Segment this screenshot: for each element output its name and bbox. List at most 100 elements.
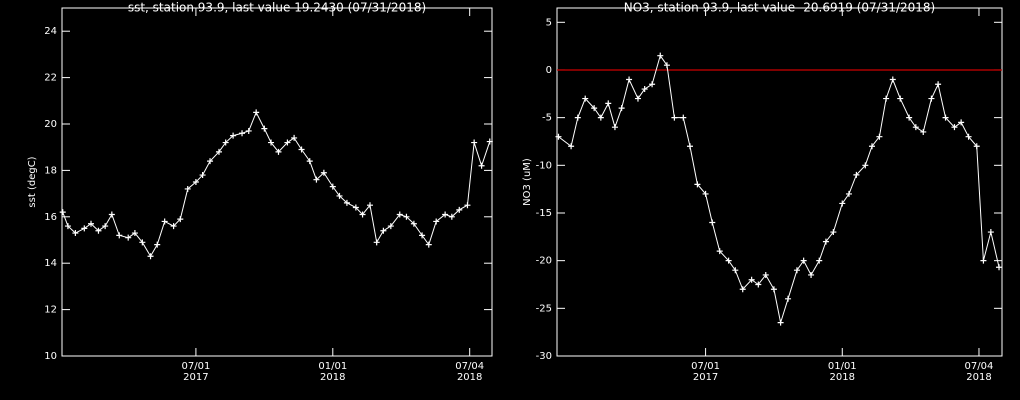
data-point bbox=[313, 176, 320, 183]
data-point bbox=[380, 227, 387, 234]
data-point bbox=[147, 253, 154, 260]
data-point bbox=[396, 211, 403, 218]
data-point bbox=[808, 271, 815, 278]
data-point bbox=[973, 143, 980, 150]
data-point bbox=[253, 109, 260, 116]
data-point bbox=[116, 232, 123, 239]
y-tick-label: 0 bbox=[546, 65, 552, 76]
y-tick-label: -30 bbox=[536, 351, 552, 362]
data-point bbox=[456, 206, 463, 213]
data-point bbox=[320, 169, 327, 176]
data-point bbox=[161, 218, 168, 225]
x-tick-label: 01/01 2018 bbox=[827, 361, 857, 383]
data-point bbox=[72, 230, 79, 237]
data-point bbox=[906, 114, 913, 121]
data-point bbox=[433, 218, 440, 225]
y-tick-label: 20 bbox=[44, 119, 57, 130]
y-tick-label: 16 bbox=[44, 212, 57, 223]
data-point bbox=[965, 133, 972, 140]
data-point bbox=[306, 158, 313, 165]
data-point bbox=[663, 62, 670, 69]
data-point bbox=[471, 139, 478, 146]
data-point bbox=[702, 190, 709, 197]
data-point bbox=[868, 143, 875, 150]
data-point bbox=[777, 319, 784, 326]
data-point bbox=[245, 127, 252, 134]
data-point bbox=[184, 185, 191, 192]
data-point bbox=[680, 114, 687, 121]
data-point bbox=[275, 148, 282, 155]
data-point bbox=[154, 241, 161, 248]
y-tick-label: 18 bbox=[44, 165, 57, 176]
data-point bbox=[839, 200, 846, 207]
y-tick-label: -5 bbox=[542, 113, 552, 124]
data-point bbox=[261, 125, 268, 132]
data-point bbox=[709, 219, 716, 226]
data-point bbox=[716, 248, 723, 255]
data-point bbox=[125, 234, 132, 241]
data-point bbox=[748, 276, 755, 283]
x-tick-label: 07/01 2017 bbox=[181, 361, 211, 383]
y-tick-label: -20 bbox=[536, 256, 552, 267]
data-point bbox=[883, 95, 890, 102]
data-point bbox=[199, 172, 206, 179]
data-point bbox=[980, 257, 987, 264]
y-tick-label: 24 bbox=[44, 26, 57, 37]
y-tick-label: 14 bbox=[44, 258, 57, 269]
data-point bbox=[403, 213, 410, 220]
data-point bbox=[951, 124, 958, 131]
data-point bbox=[822, 238, 829, 245]
plot-frame bbox=[556, 7, 1003, 357]
data-point bbox=[373, 239, 380, 246]
data-point bbox=[671, 114, 678, 121]
data-point bbox=[626, 76, 633, 83]
data-point bbox=[366, 202, 373, 209]
y-tick-label: -25 bbox=[536, 303, 552, 314]
data-point bbox=[732, 267, 739, 274]
data-point bbox=[657, 52, 664, 59]
data-point bbox=[177, 216, 184, 223]
data-point bbox=[329, 183, 336, 190]
data-point bbox=[800, 257, 807, 264]
data-point bbox=[634, 95, 641, 102]
data-point bbox=[694, 181, 701, 188]
data-point bbox=[343, 199, 350, 206]
data-point bbox=[284, 139, 291, 146]
data-point bbox=[605, 100, 612, 107]
data-point bbox=[88, 220, 95, 227]
y-axis-label: NO3 (uM) bbox=[522, 158, 533, 206]
data-point bbox=[192, 179, 199, 185]
data-point bbox=[108, 211, 115, 218]
data-point bbox=[268, 139, 275, 146]
data-point bbox=[830, 229, 837, 236]
data-point bbox=[336, 192, 343, 199]
x-tick-label: 07/04 2018 bbox=[964, 361, 994, 383]
data-point bbox=[876, 133, 883, 140]
data-point bbox=[131, 230, 138, 237]
data-point bbox=[448, 213, 455, 220]
data-point bbox=[419, 232, 426, 239]
data-point bbox=[618, 105, 625, 112]
data-point bbox=[912, 124, 919, 131]
data-line bbox=[558, 54, 1000, 323]
data-point bbox=[793, 267, 800, 274]
data-point bbox=[987, 229, 994, 236]
y-tick-label: 10 bbox=[44, 351, 57, 362]
chart-title: sst, station 93.9, last value 19.2430 (0… bbox=[128, 1, 426, 15]
data-point bbox=[352, 204, 359, 211]
data-point bbox=[555, 133, 562, 140]
y-tick-label: 22 bbox=[44, 73, 57, 84]
data-point bbox=[478, 162, 485, 169]
data-point bbox=[102, 223, 109, 230]
x-tick-label: 07/01 2017 bbox=[691, 361, 720, 383]
data-point bbox=[222, 139, 229, 146]
data-point bbox=[410, 220, 417, 227]
data-point bbox=[291, 134, 298, 141]
data-point bbox=[641, 86, 648, 93]
data-point bbox=[920, 128, 927, 135]
data-point bbox=[649, 81, 656, 88]
data-point bbox=[958, 119, 965, 126]
data-point bbox=[597, 114, 604, 121]
data-point bbox=[686, 143, 693, 150]
data-point bbox=[611, 124, 618, 131]
